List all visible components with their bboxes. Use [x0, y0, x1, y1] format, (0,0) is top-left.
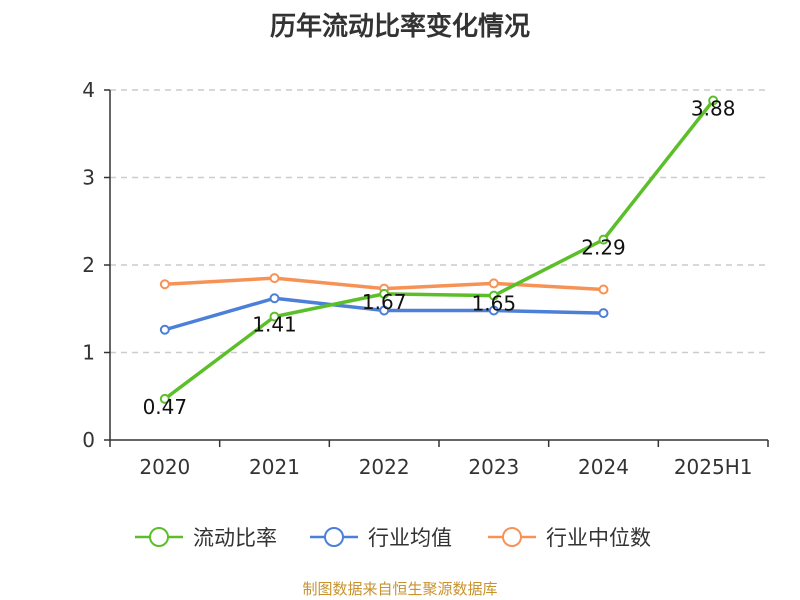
y-tick-label: 0	[82, 428, 95, 452]
y-tick-label: 2	[82, 253, 95, 277]
data-source-note: 制图数据来自恒生聚源数据库	[302, 580, 498, 598]
data-point	[379, 305, 390, 316]
y-tick-label: 1	[82, 341, 95, 365]
series-line-0	[163, 98, 715, 401]
x-tick-label: 2020	[139, 455, 190, 479]
data-label: 1.41	[252, 313, 297, 337]
legend-marker	[324, 527, 344, 547]
data-point	[598, 284, 609, 295]
data-label: 1.67	[362, 290, 407, 314]
data-point	[269, 293, 280, 304]
data-point	[488, 290, 499, 301]
data-point	[598, 308, 609, 319]
legend-label: 行业均值	[368, 526, 452, 550]
data-label: 1.65	[472, 292, 517, 316]
chart-title: 历年流动比率变化情况	[269, 12, 530, 42]
y-tick-label: 3	[82, 166, 95, 190]
x-tick-label: 2022	[359, 455, 410, 479]
legend-marker	[149, 527, 169, 547]
legend-marker	[502, 527, 522, 547]
legend-label: 行业中位数	[546, 526, 651, 550]
x-tick-label: 2023	[468, 455, 519, 479]
data-point	[159, 279, 170, 290]
data-point	[488, 305, 499, 316]
x-tick-label: 2025H1	[674, 455, 753, 479]
data-point	[598, 234, 609, 245]
data-point	[159, 393, 170, 404]
x-tick-label: 2021	[249, 455, 300, 479]
data-point	[269, 273, 280, 284]
legend-label: 流动比率	[193, 526, 277, 550]
data-point	[708, 95, 719, 106]
data-point	[159, 324, 170, 335]
data-point	[488, 278, 499, 289]
data-label: 0.47	[143, 395, 188, 419]
y-tick-label: 4	[82, 78, 95, 102]
data-point	[269, 311, 280, 322]
x-tick-label: 2024	[578, 455, 629, 479]
data-label: 3.88	[691, 97, 736, 121]
data-label: 2.29	[581, 236, 626, 260]
data-point	[379, 288, 390, 299]
